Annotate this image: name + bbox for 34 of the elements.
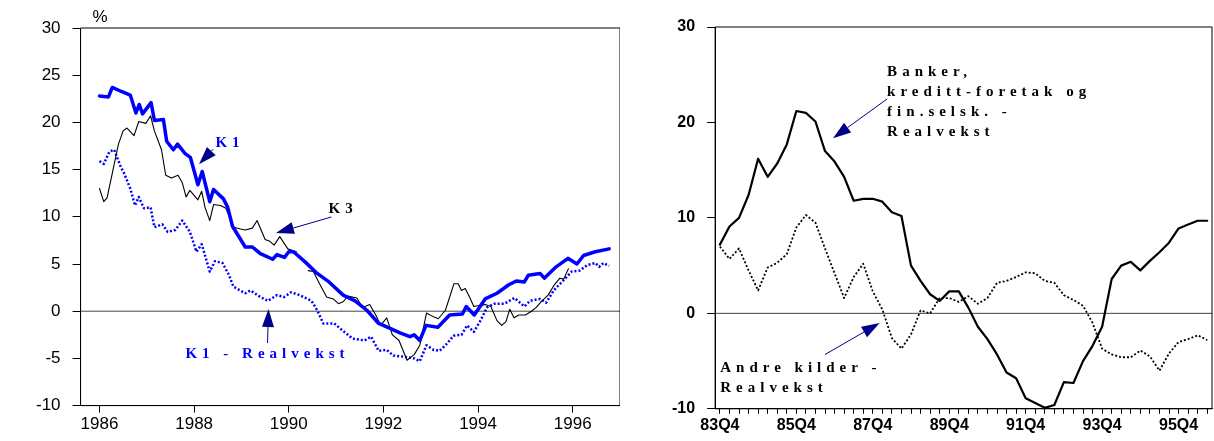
- x-tick-label: 93Q4: [1082, 415, 1122, 433]
- text: K3: [328, 200, 358, 217]
- x-tick-label: 1990: [269, 414, 308, 434]
- series-label: Andre kilder - Realvekst: [720, 358, 882, 395]
- y-tick-label: 20: [41, 112, 61, 132]
- x-tick-label: 89Q4: [929, 415, 969, 433]
- x-tick-label: 83Q4: [700, 415, 740, 433]
- y-tick-label: 5: [51, 253, 61, 273]
- x-tick-label: 1994: [459, 414, 497, 434]
- y-tick-label: 30: [677, 17, 696, 35]
- x-tick-label: 87Q4: [853, 415, 893, 433]
- x-tick-label: 1988: [175, 414, 214, 434]
- y-tick-label: 25: [41, 64, 61, 84]
- y-tick-label: 15: [41, 159, 61, 179]
- y-tick-label: -10: [672, 399, 696, 417]
- text: Banker, kreditt-foretak og fin.selsk. - Realvekst: [887, 62, 1092, 139]
- x-tick-label: 95Q4: [1158, 415, 1199, 433]
- x-tick-label: 91Q4: [1006, 415, 1046, 433]
- y-tick-label: -10: [35, 395, 61, 415]
- series-label: K1: [215, 133, 245, 150]
- y-tick-label: 20: [677, 112, 696, 130]
- series-label: K1 - Realvekst: [185, 345, 350, 362]
- y-tick-label: 10: [677, 208, 696, 226]
- y-axis-title: %: [92, 7, 108, 27]
- y-tick-label: 30: [41, 17, 61, 37]
- y-tick-label: -5: [45, 348, 61, 368]
- x-tick-label: 1996: [553, 414, 592, 434]
- x-tick-label: 1992: [364, 414, 403, 434]
- y-tick-label: 10: [41, 206, 61, 226]
- x-tick-label: 1986: [80, 414, 119, 434]
- y-tick-label: 0: [686, 303, 696, 321]
- x-tick-label: 85Q4: [776, 415, 817, 433]
- y-tick-label: 0: [51, 300, 61, 320]
- line-series: [98, 148, 611, 363]
